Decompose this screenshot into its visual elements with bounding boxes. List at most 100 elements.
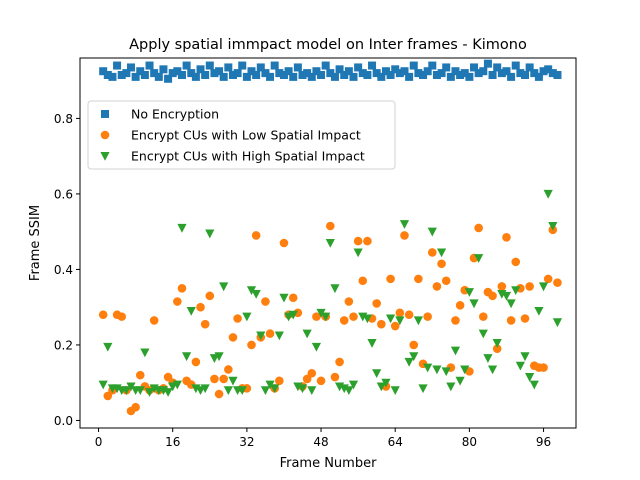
data-point	[488, 291, 497, 301]
data-point	[548, 222, 558, 231]
data-point	[131, 72, 140, 81]
data-point	[275, 69, 284, 78]
data-point	[544, 65, 553, 74]
data-point	[117, 312, 127, 321]
data-point	[149, 316, 159, 325]
data-point	[168, 69, 177, 78]
data-point	[446, 382, 456, 392]
data-point	[437, 259, 446, 269]
data-point	[501, 291, 512, 301]
data-point	[455, 376, 465, 386]
x-axis-label: Frame Number	[280, 456, 378, 471]
data-point	[339, 316, 349, 325]
data-point	[543, 274, 553, 284]
data-point	[377, 319, 386, 329]
data-point	[159, 65, 168, 74]
data-point	[219, 374, 229, 384]
data-point	[479, 67, 488, 76]
data-point	[330, 72, 339, 81]
data-point	[395, 308, 405, 318]
data-point	[344, 386, 354, 396]
data-point	[455, 300, 465, 310]
data-point	[303, 69, 312, 78]
data-point	[223, 386, 233, 396]
data-point	[330, 372, 340, 382]
data-point	[377, 72, 386, 81]
data-point	[409, 352, 419, 362]
data-point	[358, 69, 367, 78]
data-point	[335, 357, 344, 367]
data-point	[335, 65, 344, 74]
data-point	[302, 374, 312, 384]
data-point	[493, 63, 502, 72]
data-point	[182, 352, 192, 362]
data-point	[261, 69, 270, 78]
data-point	[428, 61, 437, 70]
data-point	[348, 380, 359, 390]
x-tick-label: 48	[313, 435, 328, 449]
data-point	[187, 69, 196, 78]
data-point	[432, 282, 442, 291]
data-point	[279, 238, 289, 248]
legend-marker	[100, 130, 110, 140]
legend: No Encryption Encrypt CUs with Low Spatia…	[87, 100, 396, 170]
data-point	[502, 67, 511, 76]
data-point	[534, 72, 543, 81]
data-point	[265, 329, 275, 338]
data-point	[529, 380, 539, 390]
data-point	[427, 227, 437, 237]
data-point	[516, 69, 525, 78]
data-point	[409, 61, 418, 70]
data-point	[525, 282, 534, 291]
data-point	[414, 69, 423, 78]
data-point	[288, 310, 298, 320]
data-point	[553, 70, 562, 79]
data-point	[224, 365, 233, 374]
legend-label: No Encryption	[131, 107, 219, 122]
data-point	[534, 306, 544, 316]
data-point	[228, 333, 238, 342]
data-point	[326, 221, 335, 231]
data-point	[386, 274, 395, 284]
data-point	[399, 220, 410, 229]
data-point	[409, 340, 419, 350]
data-point	[539, 67, 548, 76]
data-point	[506, 316, 516, 325]
x-tick-label: 96	[536, 435, 551, 449]
data-point	[233, 314, 242, 323]
data-point	[353, 236, 363, 246]
data-point	[103, 342, 113, 352]
data-point	[525, 63, 534, 72]
data-point	[539, 363, 548, 372]
data-point	[144, 388, 155, 397]
data-point	[233, 69, 242, 78]
data-point	[117, 70, 126, 79]
data-point	[368, 61, 377, 70]
data-point	[288, 293, 298, 303]
data-point	[274, 331, 284, 341]
series-3	[98, 189, 563, 397]
data-point	[363, 236, 372, 246]
data-point	[256, 63, 265, 72]
data-point	[520, 352, 530, 362]
data-point	[242, 384, 252, 393]
data-point	[126, 63, 135, 72]
data-point	[163, 388, 173, 397]
legend-label: Encrypt CUs with High Spatial Impact	[131, 149, 365, 164]
data-point	[135, 370, 145, 380]
data-point	[451, 67, 460, 76]
data-point	[312, 312, 321, 321]
data-point	[200, 319, 210, 329]
data-point	[270, 61, 279, 70]
data-point	[321, 312, 331, 322]
data-point	[251, 289, 261, 299]
data-point	[511, 257, 521, 267]
data-point	[386, 70, 395, 79]
data-point	[520, 314, 530, 323]
data-point	[367, 339, 377, 348]
data-point	[261, 297, 270, 306]
data-point	[419, 70, 428, 79]
data-point	[247, 67, 256, 76]
data-point	[414, 274, 423, 284]
